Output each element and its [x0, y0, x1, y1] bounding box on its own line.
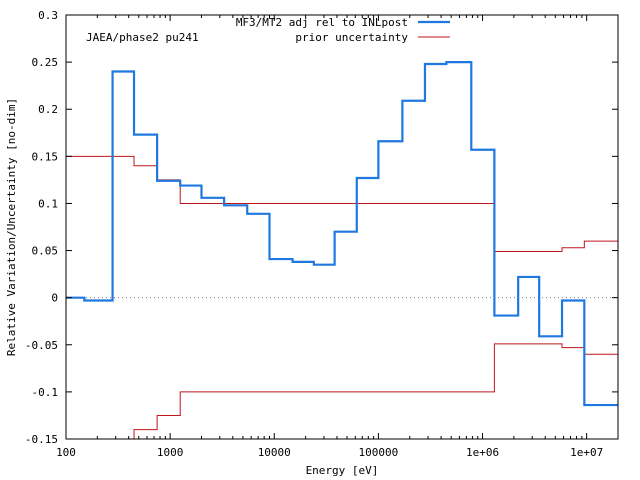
x-tick-label: 100	[56, 446, 76, 459]
y-tick-label: 0.25	[32, 56, 59, 69]
y-tick-label: 0.15	[32, 150, 59, 163]
axes: -0.15 -0.1 -0.05 0 0.05 0.1 0.15 0.2 0.25 0.3 100 1…	[25, 9, 618, 459]
x-axis-title: Energy [eV]	[306, 464, 379, 477]
y-tick-label: -0.15	[25, 433, 58, 446]
legend: MF3/MT2 adj rel to INLpost prior uncerta…	[236, 16, 450, 44]
y-tick-label: 0.05	[32, 245, 59, 258]
y-axis-title: Relative Variation/Uncertainty [no-dim]	[5, 98, 18, 356]
chart-annotation: JAEA/phase2 pu241	[86, 31, 199, 44]
y-tick-label: 0.2	[38, 103, 58, 116]
legend-label-prior: prior uncertainty	[295, 31, 408, 44]
x-tick-label: 10000	[258, 446, 291, 459]
y-tick-label: 0	[51, 292, 58, 305]
x-tick-label: 1e+06	[466, 446, 499, 459]
series-line-1-negative	[66, 343, 618, 439]
x-tick-label: 100000	[359, 446, 399, 459]
x-tick-label: 1000	[157, 446, 184, 459]
x-tick-label: 1e+07	[570, 446, 603, 459]
y-tick-label: -0.1	[32, 386, 59, 399]
chart-marks	[66, 61, 618, 439]
series-line-1	[66, 155, 618, 252]
y-tick-label: 0.3	[38, 9, 58, 22]
y-tick-label: -0.05	[25, 339, 58, 352]
legend-label-adj: MF3/MT2 adj rel to INLpost	[236, 16, 408, 29]
y-tick-label: 0.1	[38, 197, 58, 210]
series-line-0	[66, 61, 618, 407]
plot-frame	[65, 14, 619, 440]
